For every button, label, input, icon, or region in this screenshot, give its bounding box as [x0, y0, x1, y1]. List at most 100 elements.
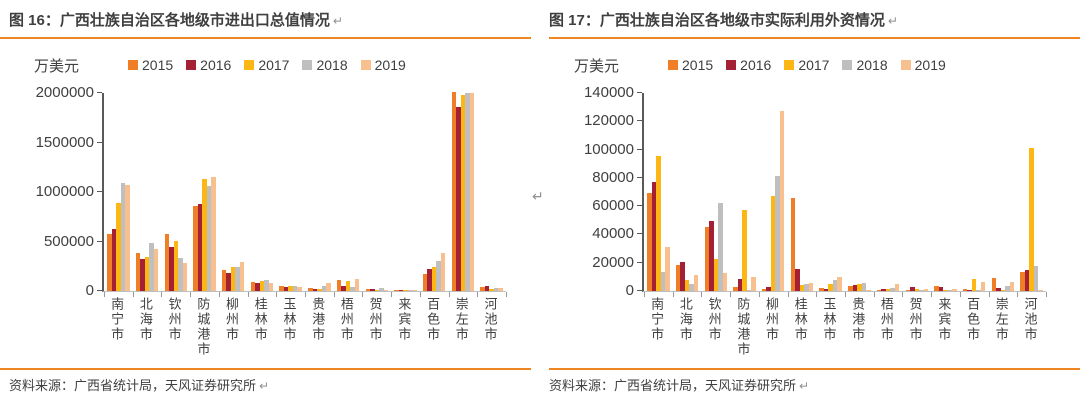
- x-tick-label: 来宾市: [936, 297, 952, 342]
- bar-北海市-2017: [144, 256, 150, 291]
- bar-钦州市-2017: [713, 259, 719, 291]
- y-tick-label: 80000: [592, 168, 634, 186]
- bar-group-河池市: [477, 93, 506, 291]
- x-axis-labels: 南宁市 北海市 钦州市 防城港市 柳州市 桂林市 玉林市 贵港市 梧州市 贺州市 来宾市 百色市 崇左市…: [642, 297, 1044, 357]
- bar-北海市-2016: [680, 262, 685, 291]
- y-tick-label: 500000: [43, 232, 94, 250]
- x-tick-label: 百色市: [425, 297, 441, 342]
- bar-钦州市-2016: [709, 221, 714, 291]
- legend-item-2017: 2017: [784, 57, 829, 73]
- bar-group-梧州市: [874, 93, 903, 291]
- x-tick-mark: [873, 292, 875, 297]
- x-tick-label: 贵港市: [310, 297, 326, 342]
- bar-group-贵港市: [305, 93, 334, 291]
- source-divider: [0, 368, 531, 370]
- bar-玉林市-2019: [837, 276, 842, 291]
- bar-桂林市-2019: [808, 282, 814, 291]
- legend-label: 2016: [740, 57, 772, 73]
- bar-桂林市-2019: [268, 282, 274, 291]
- bar-桂林市-2015: [250, 282, 256, 291]
- legend-label: 2017: [798, 57, 830, 73]
- x-tick-label: 百色市: [965, 297, 981, 342]
- x-tick-mark: [845, 292, 846, 297]
- bar-贵港市-2017: [317, 288, 322, 291]
- bar-来宾市-2017: [403, 290, 408, 291]
- x-tick-label: 柳州市: [224, 297, 240, 342]
- bar-梧州市-2015: [876, 289, 882, 291]
- legend-item-2018: 2018: [302, 57, 348, 73]
- bar-百色市-2016: [427, 269, 432, 291]
- x-label-cell: 北海市: [131, 297, 160, 357]
- legend-swatch-icon: [302, 60, 313, 70]
- bar-贺州市-2016: [370, 289, 375, 291]
- y-tick-mark: [637, 205, 642, 207]
- bar-来宾市-2018: [407, 289, 413, 291]
- bar-玉林市-2019: [297, 287, 302, 291]
- bar-柳州市-2019: [779, 111, 785, 291]
- y-tick-label: 0: [625, 282, 634, 299]
- bar-河池市-2019: [1038, 289, 1043, 291]
- bar-玉林市-2016: [823, 289, 829, 291]
- x-tick-mark: [247, 292, 249, 297]
- x-tick-mark: [132, 292, 134, 297]
- x-tick-label: 玉林市: [281, 297, 297, 342]
- bar-柳州市-2017: [770, 195, 776, 291]
- bar-钦州市-2015: [164, 233, 170, 291]
- x-tick-label: 崇左市: [453, 297, 469, 342]
- bar-崇左市-2015: [451, 92, 457, 291]
- bar-百色市-2015: [422, 273, 428, 291]
- x-tick-label: 钦州市: [166, 297, 182, 342]
- bar-河池市-2017: [1029, 148, 1034, 291]
- bar-group-钦州市: [161, 93, 190, 291]
- bar-柳州市-2018: [775, 176, 780, 291]
- bar-group-河池市: [1017, 93, 1046, 291]
- bar-北海市-2018: [689, 283, 694, 291]
- x-tick-mark: [1046, 292, 1047, 297]
- legend-label: 2019: [374, 57, 406, 73]
- x-label-cell: 南宁市: [102, 297, 131, 357]
- bar-桂林市-2016: [255, 283, 260, 291]
- x-tick-mark: [672, 292, 674, 297]
- bar-贺州市-2015: [905, 290, 911, 291]
- y-tick-mark: [97, 290, 102, 291]
- bar-groups: [644, 93, 1046, 291]
- legend-item-2015: 2015: [128, 57, 173, 73]
- x-label-cell: 柳州市: [757, 297, 786, 357]
- x-tick-mark: [333, 292, 335, 297]
- x-tick-label: 柳州市: [764, 297, 780, 342]
- y-tick-mark: [97, 141, 102, 143]
- bar-group-来宾市: [931, 93, 960, 291]
- source-note: 资料来源：广西省统计局，天风证券研究所 ↵: [9, 375, 269, 394]
- bar-河池市-2017: [489, 289, 494, 291]
- bar-group-南宁市: [644, 93, 673, 291]
- y-tick-label: 1000000: [35, 183, 94, 200]
- y-tick-label: 20000: [592, 253, 634, 271]
- x-label-cell: 崇左市: [447, 297, 476, 357]
- bar-group-柳州市: [759, 93, 788, 291]
- y-tick-mark: [637, 261, 642, 263]
- bar-北海市-2019: [153, 248, 159, 291]
- bar-group-柳州市: [219, 93, 248, 291]
- bar-来宾市-2015: [934, 285, 939, 291]
- bar-贺州市-2019: [923, 288, 929, 291]
- bar-百色市-2015: [962, 288, 968, 291]
- bar-group-桂林市: [248, 93, 277, 291]
- bar-贵港市-2018: [861, 282, 867, 291]
- x-tick-mark: [644, 292, 645, 297]
- bar-崇左市-2019: [1009, 281, 1015, 291]
- bar-柳州市-2018: [235, 266, 240, 291]
- bar-贺州市-2018: [919, 289, 924, 291]
- bar-玉林市-2018: [292, 285, 298, 291]
- legend-label: 2016: [200, 57, 232, 73]
- bar-group-玉林市: [276, 93, 305, 291]
- x-tick-mark: [276, 292, 278, 297]
- x-label-cell: 玉林市: [814, 297, 843, 357]
- bar-防城港市-2015: [193, 205, 198, 291]
- bar-梧州市-2017: [345, 281, 351, 291]
- bar-贵港市-2016: [852, 284, 858, 291]
- bar-防城港市-2018: [206, 185, 212, 291]
- y-tick-mark: [637, 92, 642, 93]
- legend-label: 2018: [316, 57, 348, 73]
- x-label-cell: 钦州市: [699, 297, 728, 357]
- x-tick-mark: [758, 292, 760, 297]
